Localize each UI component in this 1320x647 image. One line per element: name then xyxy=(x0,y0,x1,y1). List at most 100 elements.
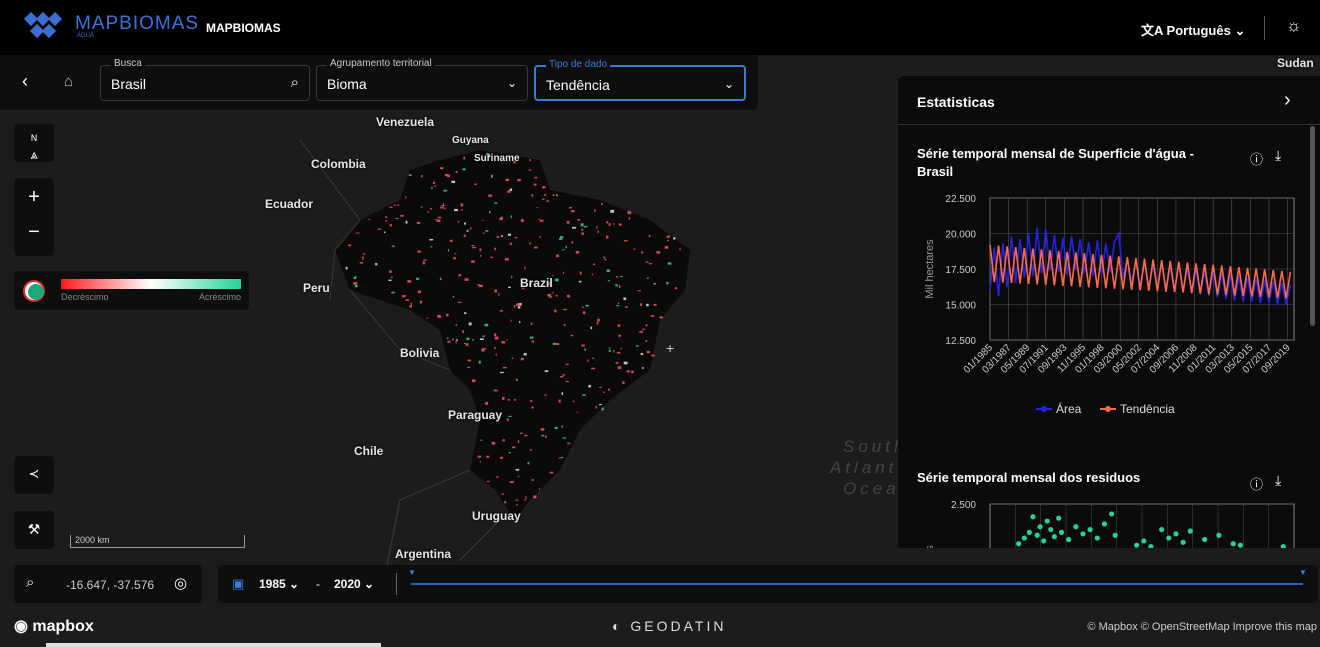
speckle xyxy=(555,294,558,297)
y-tick-label: 12.500 xyxy=(945,336,976,347)
point xyxy=(1173,531,1179,537)
language-select[interactable]: 文A Português ⌄ xyxy=(1141,23,1246,38)
point xyxy=(1087,526,1093,533)
compass-button[interactable]: ᴺ ⩓ xyxy=(14,124,54,162)
point xyxy=(1237,542,1243,548)
speckle xyxy=(626,370,630,373)
speckle xyxy=(650,354,655,357)
speckle xyxy=(452,296,455,298)
speckle xyxy=(656,251,661,254)
chevron: ⌄ xyxy=(723,77,734,91)
speckle xyxy=(461,209,463,211)
legend-icon xyxy=(23,280,45,302)
speckle xyxy=(622,381,625,384)
speckle xyxy=(443,189,448,192)
y-axis-label: Mil hectares xyxy=(924,239,936,299)
speckle xyxy=(354,284,358,288)
speckle xyxy=(504,500,507,504)
speckle xyxy=(462,330,464,333)
point xyxy=(1159,526,1165,533)
nav-link[interactable]: MAPBIOMAS xyxy=(206,21,281,35)
point xyxy=(1044,518,1050,524)
speckle xyxy=(565,363,569,365)
map-label: Ecuador xyxy=(265,197,314,211)
download-icon[interactable]: ⤓ xyxy=(1275,472,1282,488)
speckle xyxy=(445,313,449,317)
speckle xyxy=(501,493,505,495)
speckle xyxy=(384,216,388,218)
legend-high: Acréscimo xyxy=(198,292,241,302)
ocean-word: Atlantic xyxy=(830,458,918,477)
speckle xyxy=(478,284,483,288)
point xyxy=(1034,532,1040,538)
speckle xyxy=(566,294,571,298)
speckle xyxy=(664,246,669,249)
speckle xyxy=(389,224,392,227)
speckle xyxy=(500,456,504,459)
year-end[interactable]: 2020 ⌄ xyxy=(334,577,375,591)
timeline-handle[interactable]: ▼ xyxy=(1299,568,1307,577)
speckle xyxy=(582,394,586,396)
header: MAPBIOMAS ÁGUA MAPBIOMAS 文A Português ⌄ … xyxy=(0,0,1320,55)
data-type-select[interactable]: Tipo de dado Tendência ⌄ xyxy=(534,59,746,101)
speckle xyxy=(391,245,395,247)
speckle xyxy=(486,455,490,458)
speckle xyxy=(515,468,520,471)
speckle xyxy=(538,218,540,220)
speckle xyxy=(405,196,407,199)
speckle xyxy=(509,481,514,484)
point xyxy=(1180,539,1186,545)
info-icon[interactable]: ⓘ xyxy=(1250,477,1264,492)
speckle xyxy=(516,504,518,506)
collapse-button[interactable]: › xyxy=(1284,89,1291,111)
speckle xyxy=(565,380,570,383)
speckle xyxy=(544,394,547,396)
speckle xyxy=(603,256,605,259)
speckle xyxy=(607,280,610,282)
zoom-in[interactable]: + xyxy=(28,186,40,208)
speckle xyxy=(446,337,449,340)
speckle xyxy=(603,391,605,393)
year-start[interactable]: 1985 ⌄ xyxy=(259,577,300,591)
speckle xyxy=(578,280,582,283)
theme-toggle[interactable]: ☼ xyxy=(1286,16,1302,35)
attribution[interactable]: © Mapbox © OpenStreetMap Improve this ma… xyxy=(1087,621,1317,633)
timeline-handle[interactable]: ▼ xyxy=(408,568,416,577)
speckle xyxy=(667,262,672,265)
speckle xyxy=(596,225,598,229)
speckle xyxy=(509,188,513,192)
home-button[interactable]: ⌂ xyxy=(64,73,74,90)
speckle xyxy=(594,209,596,212)
speckle xyxy=(520,219,524,223)
point xyxy=(1048,526,1054,533)
back-button[interactable]: ‹ xyxy=(22,71,28,91)
zoom-out[interactable]: − xyxy=(28,221,40,243)
divider xyxy=(898,124,1320,125)
info-icon[interactable]: ⓘ xyxy=(1250,152,1264,167)
speckle xyxy=(480,255,482,257)
speckle xyxy=(455,171,458,173)
speckle xyxy=(486,480,490,483)
language-icon: 文A xyxy=(1141,23,1167,38)
speckle xyxy=(397,204,400,206)
timeline-track[interactable] xyxy=(411,583,1303,585)
tools-button[interactable]: ⚒ xyxy=(14,511,54,549)
speckle xyxy=(388,279,392,281)
speckle xyxy=(565,245,567,249)
locate-button[interactable]: ◎ xyxy=(174,575,188,592)
speckle xyxy=(408,174,412,176)
share-button[interactable]: ≺ xyxy=(14,456,54,494)
search-icon[interactable]: ⌕ xyxy=(26,574,35,591)
territory-select[interactable]: Agrupamento territorial Bioma ⌄ xyxy=(316,58,528,101)
download-icon[interactable]: ⤓ xyxy=(1275,147,1282,163)
logo-text[interactable]: MAPBIOMAS xyxy=(75,13,200,34)
speckle xyxy=(355,232,360,234)
separator: - xyxy=(316,577,320,591)
search-field[interactable]: Busca Brasil ⌕ xyxy=(100,58,310,101)
speckle xyxy=(474,183,477,185)
speckle xyxy=(482,349,485,352)
speckle xyxy=(645,340,648,343)
speckle xyxy=(417,290,421,294)
panel-scrollbar[interactable] xyxy=(1310,126,1315,326)
speckle xyxy=(675,287,678,290)
